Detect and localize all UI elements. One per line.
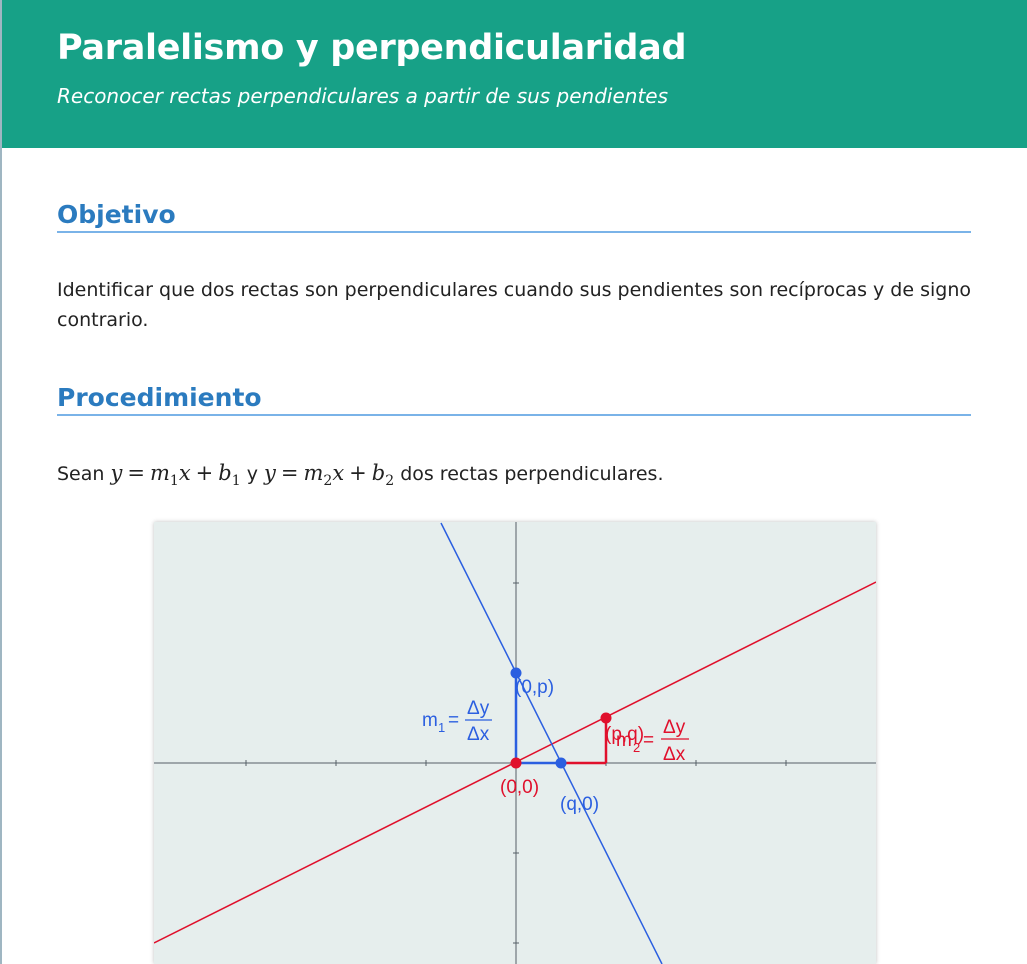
point-origin xyxy=(510,757,522,769)
procedure-intro: Sean y = m1x + b1 y y = m2x + b2 dos rectas perp… xyxy=(57,458,971,496)
objective-section: Objetivo xyxy=(57,200,971,233)
procedure-heading: Procedimiento xyxy=(57,383,971,416)
header-banner: Paralelismo y perpendicularidad Reconoce… xyxy=(2,0,1027,148)
page-subtitle: Reconocer rectas perpendiculares a parti… xyxy=(57,84,669,108)
label-p-q: (p,q) xyxy=(605,724,644,745)
perpendicular-lines-figure: (0,p) (q,0) (0,0) (p,q) m 1 = Δy Δx m 2 … xyxy=(154,522,876,964)
svg-text:=: = xyxy=(643,730,654,751)
svg-text:m: m xyxy=(422,710,438,731)
svg-text:m: m xyxy=(616,730,632,751)
procedure-section: Procedimiento xyxy=(57,383,971,416)
point-p-q xyxy=(600,712,612,724)
svg-text:=: = xyxy=(448,710,459,731)
equation-line-2: y = m2x + b2 xyxy=(263,461,395,490)
label-origin: (0,0) xyxy=(500,777,539,798)
objective-text: Identificar que dos rectas son perpendic… xyxy=(57,279,971,331)
blue-line xyxy=(440,522,663,964)
svg-text:Δy: Δy xyxy=(663,717,686,738)
equation-line-1: y = m1x + b1 xyxy=(110,461,241,490)
page-title: Paralelismo y perpendicularidad xyxy=(57,28,687,68)
svg-text:2: 2 xyxy=(633,740,640,755)
slope-label-m1: m 1 = Δy Δx xyxy=(422,698,492,745)
svg-text:Δx: Δx xyxy=(467,724,490,745)
point-0-p xyxy=(510,667,522,679)
figure-canvas: (0,p) (q,0) (0,0) (p,q) m 1 = Δy Δx m 2 … xyxy=(154,522,876,964)
label-0-p: (0,p) xyxy=(515,677,554,698)
label-q-0: (q,0) xyxy=(560,794,599,815)
conjunction: y xyxy=(246,463,258,485)
intro-start: Sean xyxy=(57,463,105,485)
intro-end: dos rectas perpendiculares. xyxy=(400,463,664,485)
svg-text:1: 1 xyxy=(438,720,445,735)
slope-label-m2: m 2 = Δy Δx xyxy=(616,717,689,765)
svg-text:Δy: Δy xyxy=(467,698,490,719)
objective-heading: Objetivo xyxy=(57,200,971,233)
svg-text:Δx: Δx xyxy=(663,744,686,765)
point-q-0 xyxy=(555,757,567,769)
